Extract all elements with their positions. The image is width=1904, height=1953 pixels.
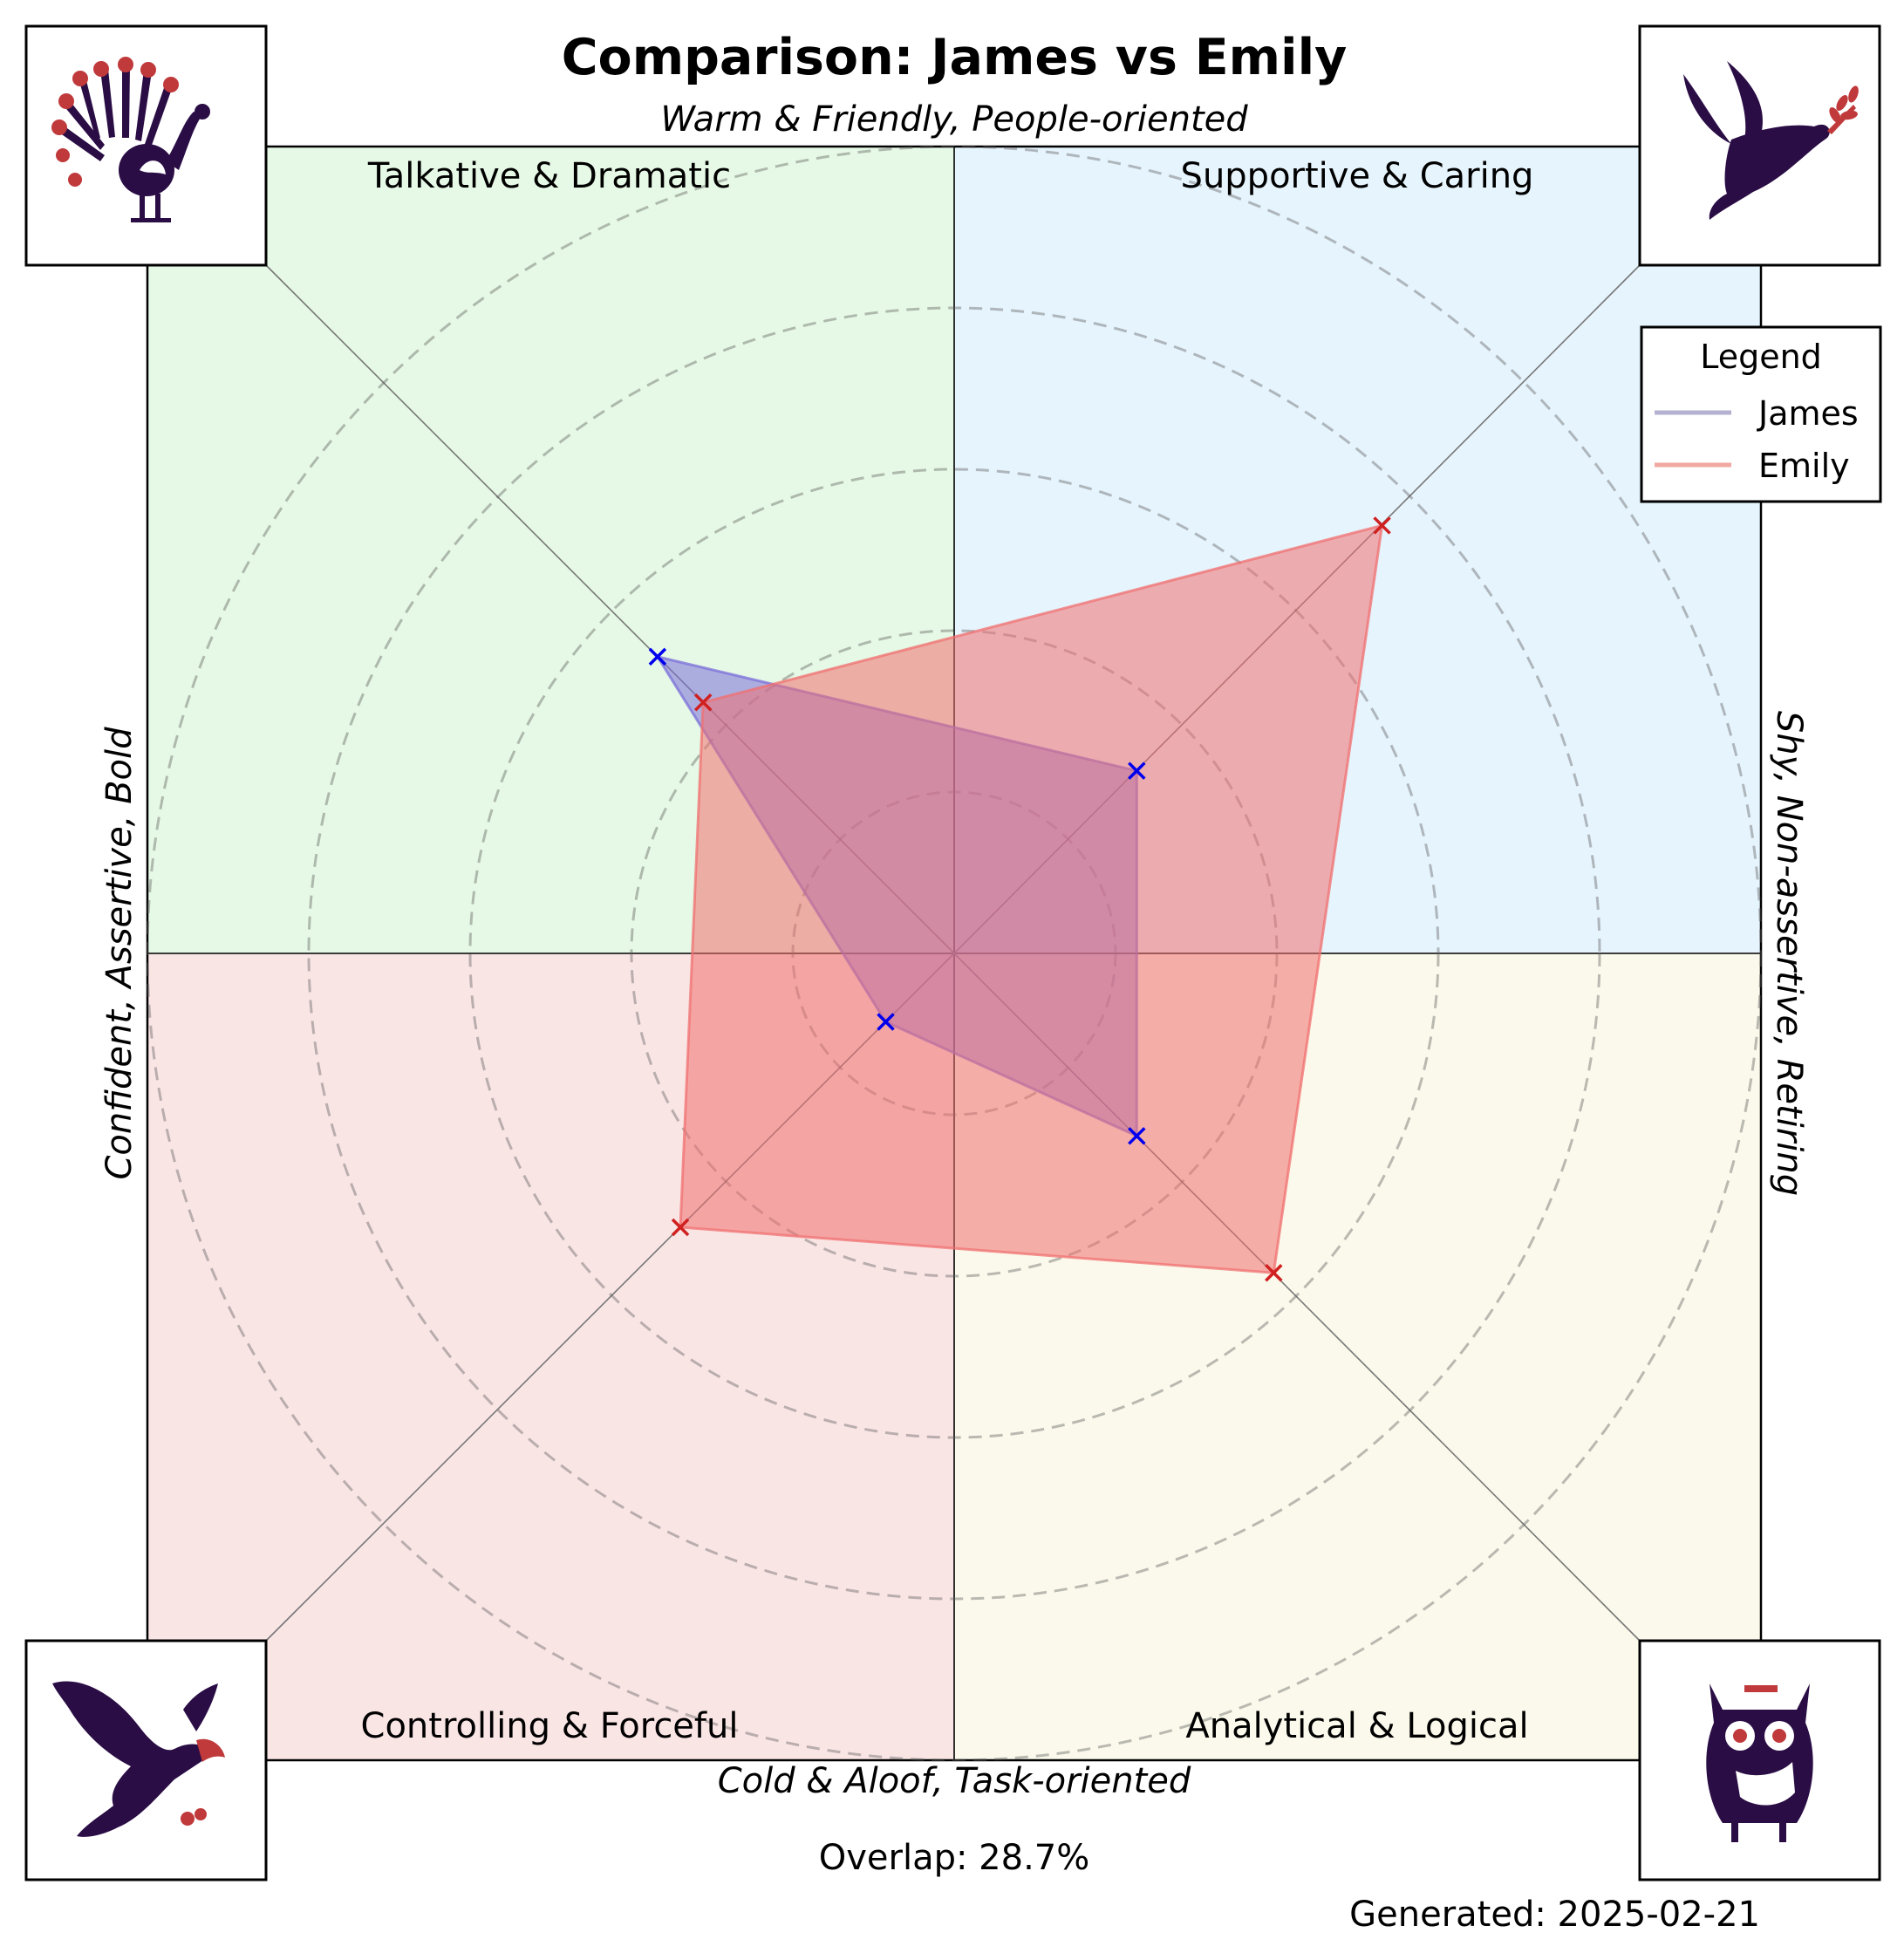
quadrant-label-talkative: Talkative & Dramatic: [367, 156, 731, 196]
legend-label-james: James: [1757, 394, 1859, 433]
radar-series: [648, 516, 1391, 1282]
axis-label-bottom: Cold & Aloof, Task-oriented: [718, 1761, 1191, 1801]
legend-label-emily: Emily: [1758, 447, 1850, 485]
data-point-emily: [671, 1218, 690, 1237]
legend-title: Legend: [1700, 338, 1822, 376]
legend: Legend James Emily: [1640, 325, 1882, 503]
quadrant-label-supportive: Supportive & Caring: [1181, 156, 1534, 196]
data-point-emily: [693, 693, 713, 712]
eagle-icon: [24, 1639, 268, 1881]
axis-label-right: Shy, Non-assertive, Retiring: [1769, 711, 1809, 1196]
data-point-james: [877, 1013, 895, 1031]
axis-label-top: Warm & Friendly, People-oriented: [660, 99, 1248, 140]
data-point-emily: [1265, 1264, 1283, 1282]
overlap-text: Overlap: 28.7%: [819, 1838, 1090, 1878]
chart-title: Comparison: James vs Emily: [562, 29, 1348, 86]
data-point-emily: [1373, 516, 1391, 535]
axis-label-left: Confident, Assertive, Bold: [99, 727, 140, 1180]
peacock-icon: [24, 24, 268, 267]
quadrant-label-analytical: Analytical & Logical: [1185, 1706, 1528, 1746]
dove-icon: [1638, 24, 1881, 267]
generated-text: Generated: 2025-02-21: [1349, 1895, 1760, 1935]
data-point-james: [1128, 761, 1146, 780]
owl-icon: [1638, 1639, 1881, 1881]
radar-grid: [146, 145, 1763, 1762]
data-point-james: [1128, 1127, 1146, 1145]
grid-ring: [468, 468, 1440, 1439]
grid-ring: [146, 145, 1763, 1762]
grid-ring: [307, 306, 1601, 1601]
quadrant-label-controlling: Controlling & Forceful: [361, 1706, 739, 1746]
data-point-james: [648, 647, 667, 666]
